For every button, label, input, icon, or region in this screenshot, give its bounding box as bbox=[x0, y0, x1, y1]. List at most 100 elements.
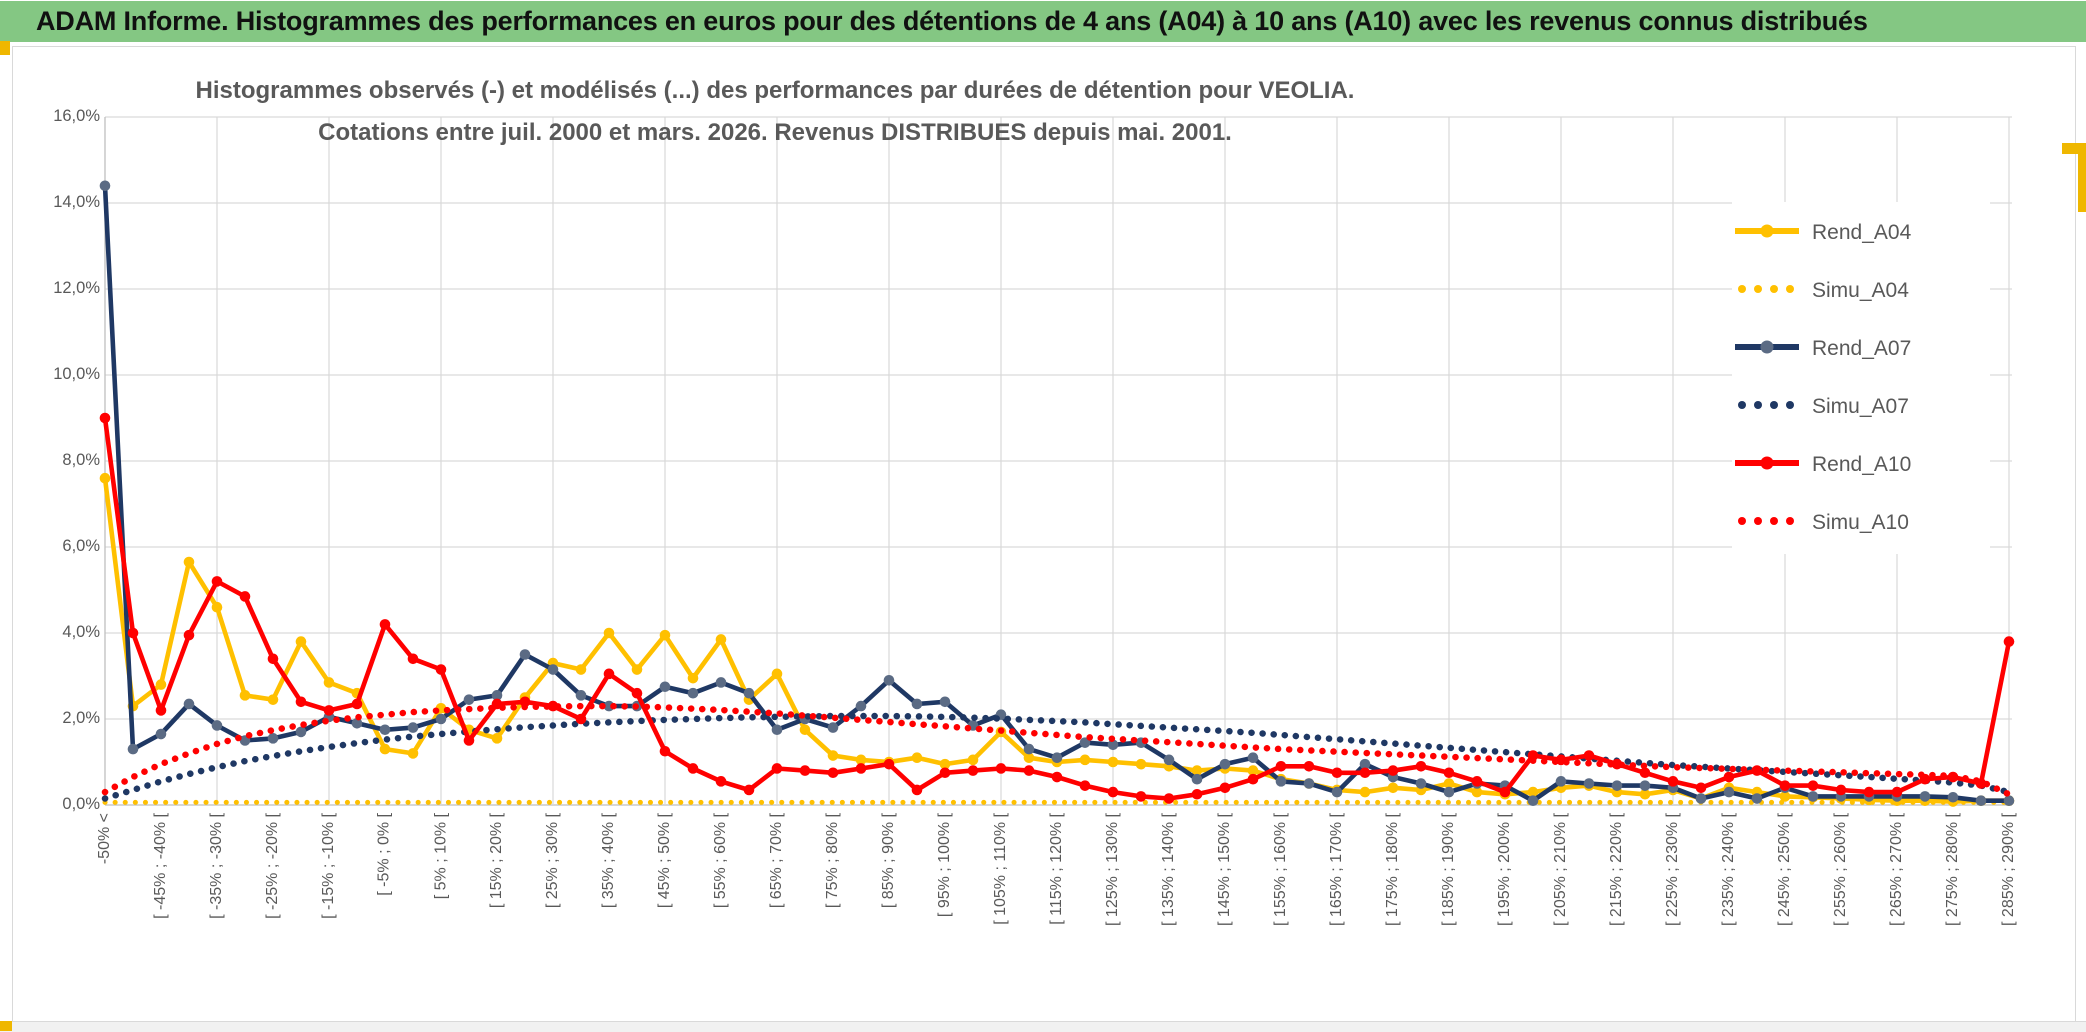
marker-Rend_A07 bbox=[771, 724, 783, 736]
x-axis-label: [ 265% ; 270% [ bbox=[1888, 813, 1905, 926]
legend-item-Simu_A07[interactable]: Simu_A07 bbox=[1732, 378, 1990, 436]
marker-Rend_A04 bbox=[715, 634, 727, 645]
marker-Rend_A07 bbox=[1219, 758, 1231, 770]
y-axis-label: 14,0% bbox=[53, 193, 100, 211]
marker-Rend_A10 bbox=[295, 696, 307, 708]
legend-label: Rend_A07 bbox=[1812, 337, 1912, 360]
marker-Rend_A04 bbox=[1135, 758, 1147, 770]
marker-Rend_A07 bbox=[491, 690, 503, 701]
x-axis-label: [ 25% ; 30% [ bbox=[544, 813, 561, 909]
marker-Rend_A07 bbox=[407, 722, 419, 733]
legend[interactable]: Rend_A04 Simu_A04 Rend_A07 Simu_A07 Rend_A10… bbox=[1732, 202, 1990, 554]
y-axis-label: 2,0% bbox=[62, 709, 100, 727]
marker-Rend_A10 bbox=[743, 784, 755, 796]
marker-Rend_A04 bbox=[855, 754, 867, 766]
x-axis-label: [ -35% ; -30% [ bbox=[208, 813, 225, 919]
x-axis-label: [ 55% ; 60% [ bbox=[712, 813, 729, 909]
marker-Rend_A07 bbox=[463, 694, 475, 705]
x-axis-label: [ 255% ; 260% [ bbox=[1832, 813, 1849, 926]
marker-Rend_A04 bbox=[267, 694, 279, 705]
marker-Rend_A07 bbox=[1527, 795, 1539, 806]
marker-Rend_A04 bbox=[1387, 782, 1399, 794]
x-axis-label: [ 245% ; 250% [ bbox=[1776, 813, 1793, 926]
marker-Rend_A04 bbox=[1023, 752, 1035, 763]
marker-Rend_A04 bbox=[1191, 765, 1203, 776]
marker-Rend_A10 bbox=[1051, 771, 1063, 783]
marker-Rend_A07 bbox=[1415, 778, 1427, 789]
marker-Rend_A10 bbox=[1107, 786, 1119, 798]
series-Simu_A10 bbox=[101, 702, 2013, 798]
legend-key-dotted-icon bbox=[1732, 393, 1808, 422]
marker-Rend_A07 bbox=[855, 700, 867, 712]
marker-Rend_A10 bbox=[407, 653, 419, 665]
marker-Rend_A07 bbox=[211, 720, 223, 731]
x-axis-label: [ 65% ; 70% [ bbox=[768, 813, 785, 909]
legend-item-Rend_A07[interactable]: Rend_A07 bbox=[1732, 320, 1990, 378]
banner-title: ADAM Informe. Histogrammes des performan… bbox=[36, 6, 1868, 36]
title-banner: ADAM Informe. Histogrammes des performan… bbox=[0, 1, 2086, 42]
marker-Rend_A10 bbox=[239, 591, 251, 602]
chart-title-line2: Cotations entre juil. 2000 et mars. 2026… bbox=[318, 119, 1232, 146]
marker-Rend_A07 bbox=[715, 677, 727, 688]
marker-Rend_A10 bbox=[1443, 767, 1455, 779]
legend-label: Rend_A10 bbox=[1812, 453, 1912, 476]
marker-Rend_A07 bbox=[1331, 786, 1343, 798]
marker-Rend_A10 bbox=[883, 758, 895, 770]
marker-Rend_A07 bbox=[379, 724, 391, 736]
marker-Rend_A10 bbox=[1359, 767, 1371, 779]
x-axis-label: [ 215% ; 220% [ bbox=[1608, 813, 1625, 926]
legend-item-Rend_A10[interactable]: Rend_A10 bbox=[1732, 436, 1990, 494]
marker-Rend_A07 bbox=[1107, 739, 1119, 751]
marker-Rend_A10 bbox=[1639, 767, 1651, 779]
y-axis-label: 4,0% bbox=[62, 623, 100, 641]
marker-Rend_A07 bbox=[1555, 776, 1567, 787]
x-axis-label: -50% < bbox=[96, 813, 113, 865]
x-axis-label: [ 45% ; 50% [ bbox=[656, 813, 673, 909]
marker-Rend_A04 bbox=[1639, 788, 1651, 800]
marker-Rend_A07 bbox=[127, 743, 139, 755]
legend-item-Simu_A04[interactable]: Simu_A04 bbox=[1732, 262, 1990, 320]
marker-Rend_A04 bbox=[687, 672, 699, 684]
marker-Rend_A10 bbox=[631, 687, 643, 699]
marker-Rend_A10 bbox=[1835, 784, 1847, 796]
marker-Rend_A04 bbox=[1359, 786, 1371, 798]
marker-Rend_A10 bbox=[799, 765, 811, 776]
marker-Rend_A10 bbox=[519, 696, 531, 708]
x-axis-label: [ 145% ; 150% [ bbox=[1216, 813, 1233, 926]
marker-Rend_A10 bbox=[1779, 780, 1791, 791]
marker-Rend_A10 bbox=[127, 627, 139, 639]
y-axis-label: 10,0% bbox=[53, 365, 100, 383]
x-axis-label: [ 75% ; 80% [ bbox=[824, 813, 841, 909]
marker-Rend_A07 bbox=[295, 726, 307, 738]
marker-Rend_A10 bbox=[351, 698, 363, 710]
marker-Rend_A10 bbox=[379, 619, 391, 630]
marker-Rend_A07 bbox=[575, 690, 587, 701]
marker-Rend_A10 bbox=[1471, 776, 1483, 787]
x-axis-label: [ 85% ; 90% [ bbox=[880, 813, 897, 909]
marker-Rend_A07 bbox=[183, 698, 195, 710]
legend-item-Rend_A04[interactable]: Rend_A04 bbox=[1732, 204, 1990, 262]
marker-Rend_A04 bbox=[491, 733, 503, 744]
marker-Rend_A10 bbox=[1163, 793, 1175, 804]
x-axis-label: [ 285% ; 290% [ bbox=[2000, 813, 2017, 926]
marker-Rend_A07 bbox=[911, 698, 923, 710]
legend-label: Simu_A07 bbox=[1812, 395, 1909, 418]
series-Simu_A07 bbox=[101, 712, 2013, 802]
marker-Rend_A10 bbox=[155, 705, 167, 716]
marker-Rend_A10 bbox=[547, 700, 559, 712]
marker-Rend_A04 bbox=[379, 743, 391, 755]
x-axis-label: [ -15% ; -10% [ bbox=[320, 813, 337, 919]
marker-Rend_A10 bbox=[1863, 786, 1875, 798]
marker-Rend_A10 bbox=[911, 784, 923, 796]
marker-Rend_A10 bbox=[1499, 786, 1511, 798]
legend-item-Simu_A10[interactable]: Simu_A10 bbox=[1732, 494, 1990, 552]
marker-Rend_A07 bbox=[1723, 786, 1735, 798]
marker-Rend_A04 bbox=[1107, 756, 1119, 768]
legend-label: Simu_A10 bbox=[1812, 511, 1909, 534]
selection-handle-right bbox=[2062, 143, 2086, 154]
x-axis-label: [ 275% ; 280% [ bbox=[1944, 813, 1961, 926]
y-axis-label: 16,0% bbox=[53, 107, 100, 125]
marker-Rend_A07 bbox=[659, 681, 671, 693]
marker-Rend_A10 bbox=[183, 629, 195, 641]
marker-Rend_A04 bbox=[1527, 786, 1539, 798]
